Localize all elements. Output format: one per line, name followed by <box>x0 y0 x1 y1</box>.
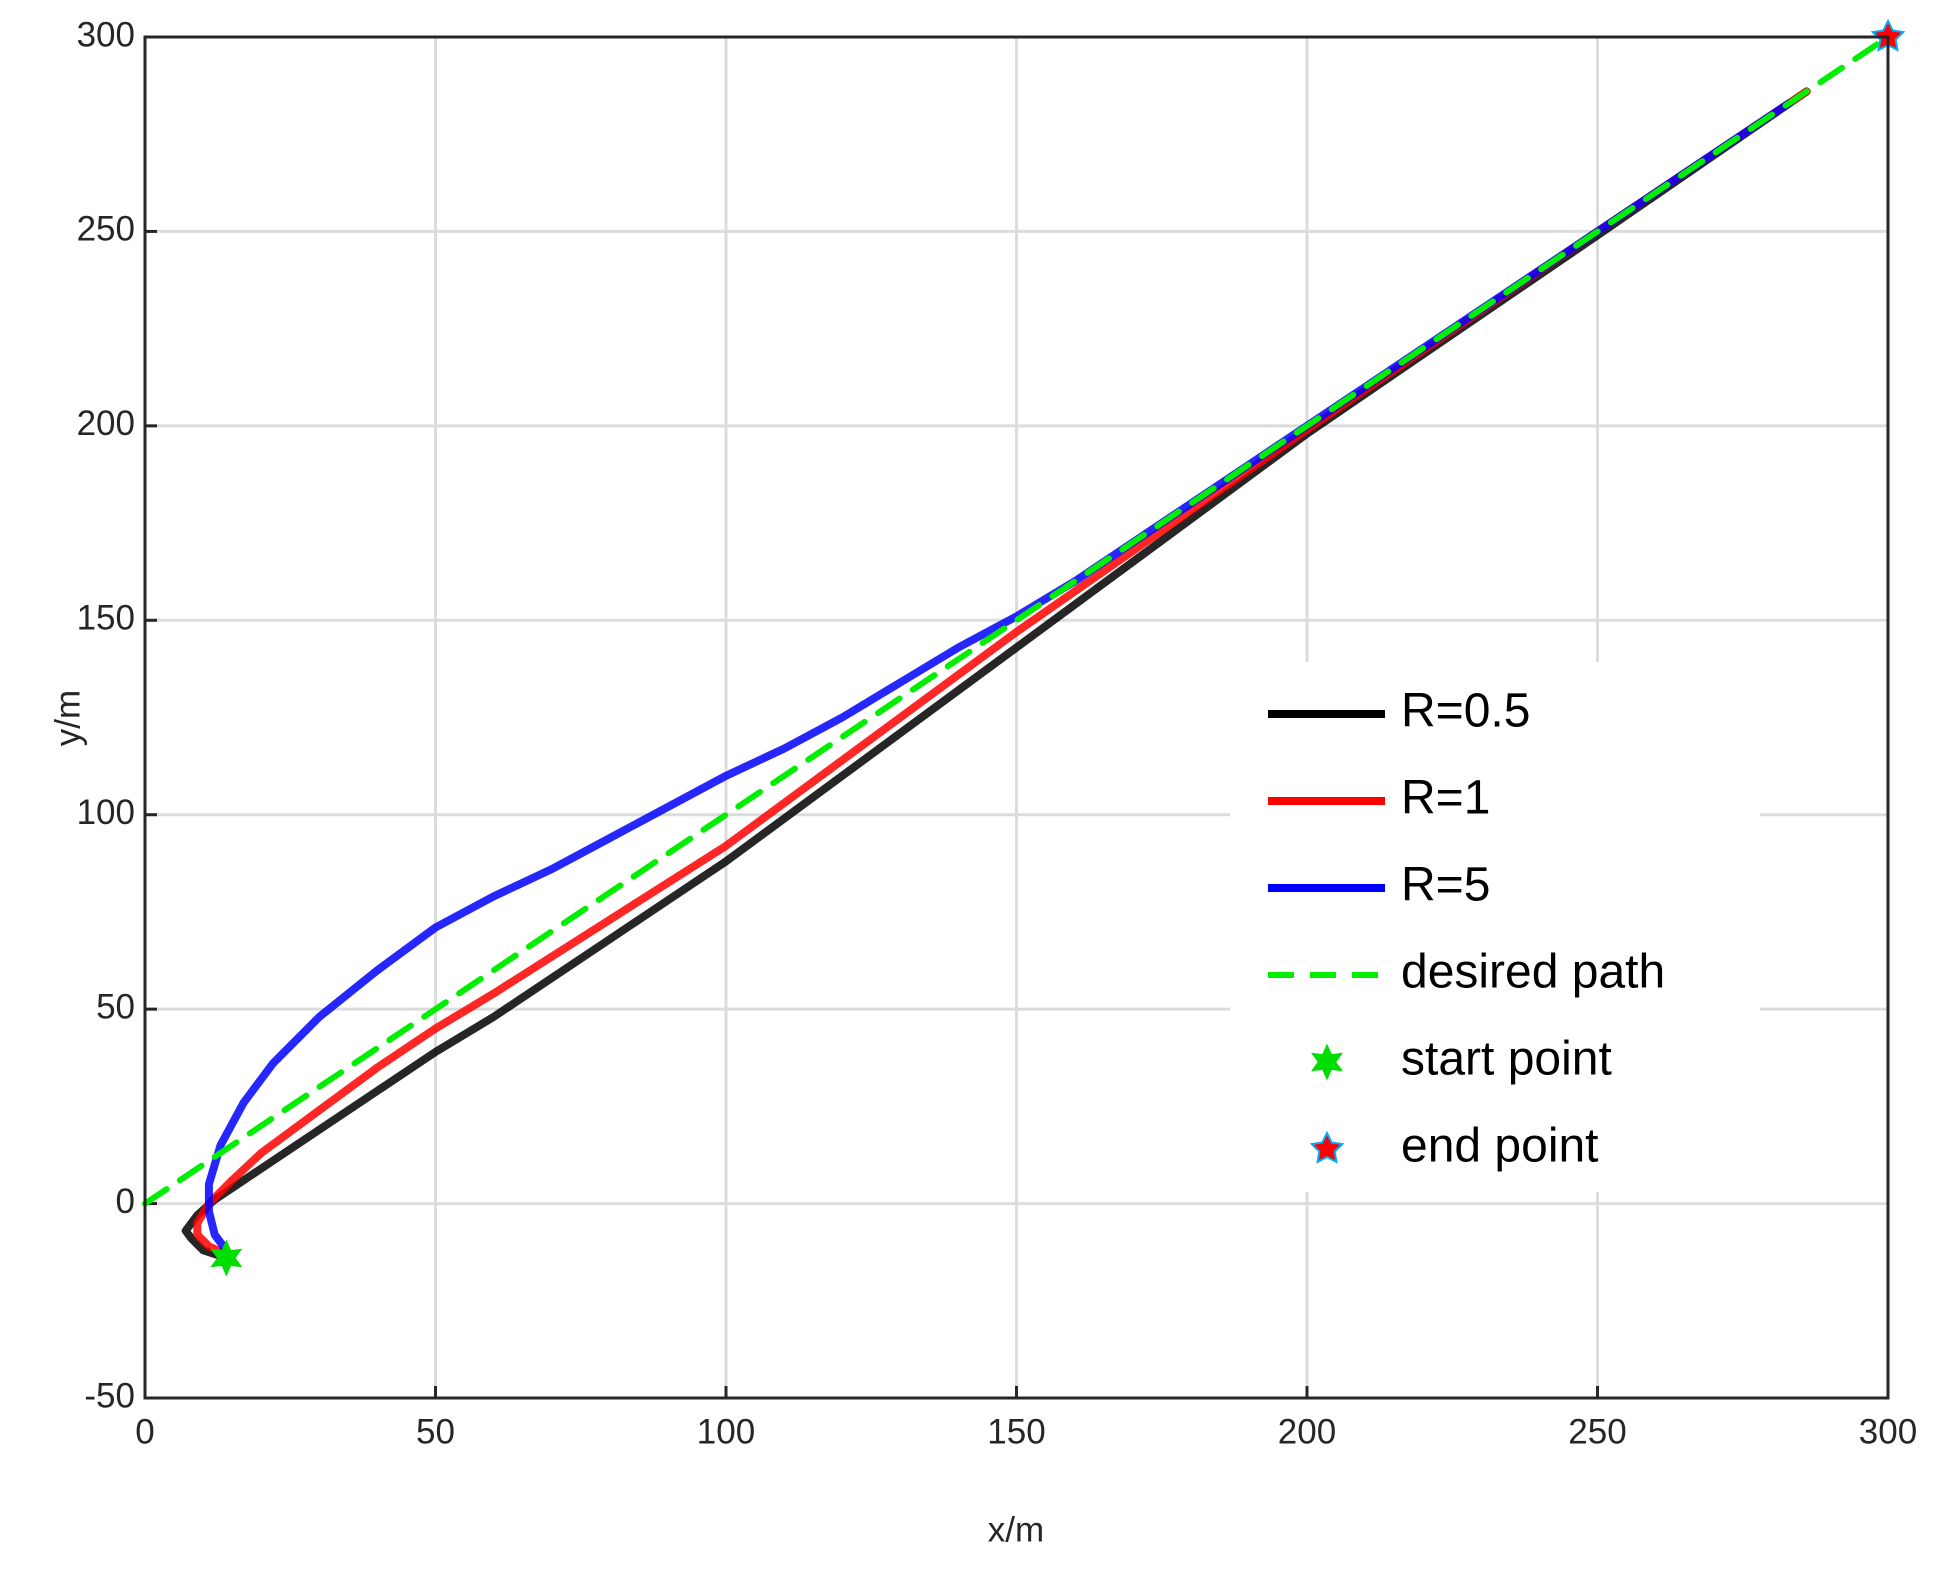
y-tick-label: 250 <box>77 210 135 249</box>
series-line <box>193 87 1811 1259</box>
series-line <box>181 87 1811 1263</box>
y-tick-label: 0 <box>116 1182 135 1221</box>
legend-label: R=0.5 <box>1401 685 1530 738</box>
y-tick-label: 100 <box>77 793 135 832</box>
x-tick-label: 200 <box>1278 1412 1336 1451</box>
y-tick-label: 300 <box>77 15 135 54</box>
y-tick-label: -50 <box>84 1376 135 1415</box>
x-tick-label: 50 <box>416 1412 455 1451</box>
marker <box>1309 1130 1345 1164</box>
legend-label: end point <box>1401 1120 1599 1173</box>
legend: R=0.5 R=1 R=5 desired path start point end po… <box>1230 662 1760 1192</box>
series-line <box>142 34 1891 1207</box>
y-axis-label: y/m <box>48 690 87 746</box>
y-tick-label: 150 <box>77 599 135 638</box>
x-tick-label: 300 <box>1859 1412 1917 1451</box>
legend-label: desired path <box>1401 946 1665 999</box>
x-tick-label: 0 <box>135 1412 154 1451</box>
x-tick-label: 150 <box>987 1412 1045 1451</box>
x-tick-label: 250 <box>1568 1412 1626 1451</box>
legend-label: start point <box>1401 1033 1612 1086</box>
marker <box>1310 1043 1344 1081</box>
legend-label: R=5 <box>1401 859 1490 912</box>
x-axis-label: x/m <box>988 1510 1044 1549</box>
marker <box>210 1239 243 1277</box>
legend-box <box>1230 662 1760 1192</box>
plot-frame <box>143 35 1890 1400</box>
y-tick-label: 200 <box>77 404 135 443</box>
legend-label: R=1 <box>1401 772 1490 825</box>
y-tick-label: 50 <box>96 987 135 1026</box>
x-tick-label: 100 <box>697 1412 755 1451</box>
